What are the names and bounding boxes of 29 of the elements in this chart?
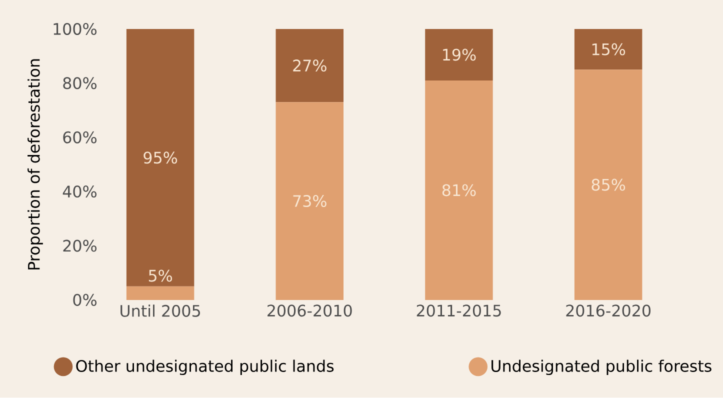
bar [574, 29, 642, 70]
data-label: 27% [293, 60, 326, 72]
x-tick-label: 2016-2020 [566, 304, 650, 317]
data-label: 85% [592, 178, 626, 191]
y-tick-label: 100% [54, 23, 96, 36]
bar [425, 80, 493, 300]
bar [276, 102, 344, 300]
x-tick-label: 2011-2015 [416, 304, 501, 317]
bar [126, 29, 194, 286]
data-label: 15% [592, 43, 626, 56]
y-tick-label: 0% [73, 294, 97, 306]
legend-label: Other undesignated public lands [76, 360, 334, 376]
x-tick-label: 2006-2010 [268, 304, 352, 317]
data-label: 81% [442, 184, 476, 196]
data-label: 95% [144, 152, 178, 164]
data-label: 5% [148, 270, 172, 282]
bar [574, 70, 642, 300]
x-tick-label: Until 2005 [120, 304, 200, 318]
y-tick-label: 60% [63, 131, 96, 144]
y-tick-label: 40% [62, 186, 96, 198]
bar [126, 286, 194, 300]
bar [425, 29, 493, 81]
bar [276, 29, 344, 102]
legend-label: Undesignated public forests [492, 360, 712, 376]
y-tick-label: 80% [63, 77, 96, 90]
y-axis-title: Proportion of deforestation [28, 59, 43, 270]
data-label: 73% [293, 195, 326, 208]
data-label: 19% [443, 48, 476, 61]
y-tick-label: 20% [63, 240, 96, 252]
